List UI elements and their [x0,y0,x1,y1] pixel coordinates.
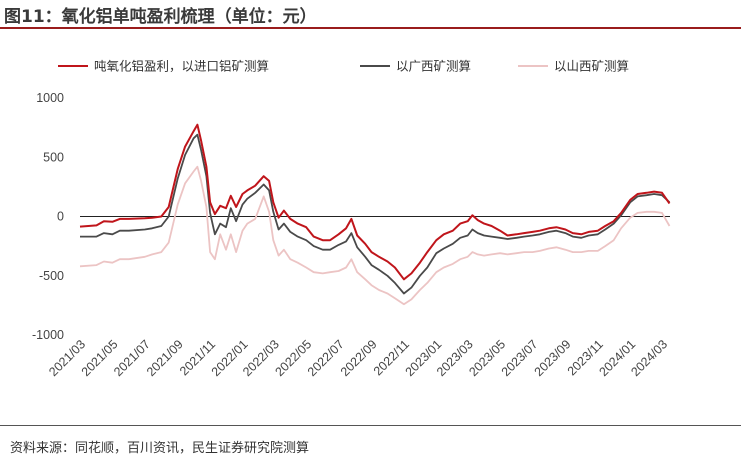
y-tick-label: -500 [39,269,64,283]
y-tick-label: 0 [57,210,64,224]
chart-title: 图11：氧化铝单吨盈利梳理（单位：元） [4,7,317,27]
series-layer [79,123,671,306]
series-line-0 [79,123,671,281]
legend-label-1: 以广西矿测算 [396,59,471,74]
series-line-2 [79,165,671,306]
x-axis-ticks: 2021/032021/052021/072021/092021/112022/… [46,337,670,379]
legend-label-2: 以山西矿测算 [554,59,629,74]
legend-label-0: 吨氧化铝盈利，以进口铝矿测算 [94,59,269,74]
y-tick-label: 1000 [36,91,64,105]
legend: 吨氧化铝盈利，以进口铝矿测算 以广西矿测算 以山西矿测算 [58,59,629,74]
series-line-1 [80,133,671,295]
y-tick-label: 500 [43,150,64,164]
title-rule [0,27,741,29]
source-note: 资料来源：同花顺，百川资讯，民生证券研究院测算 [10,441,310,456]
y-axis-ticks: -1000 -500 0 500 1000 [32,91,64,342]
y-tick-label: -1000 [32,328,64,342]
x-tick-label: 2022/09 [338,337,380,379]
footer-rule [0,425,741,426]
x-tick-label: 2021/09 [144,337,186,379]
x-tick-label: 2023/09 [532,337,574,379]
